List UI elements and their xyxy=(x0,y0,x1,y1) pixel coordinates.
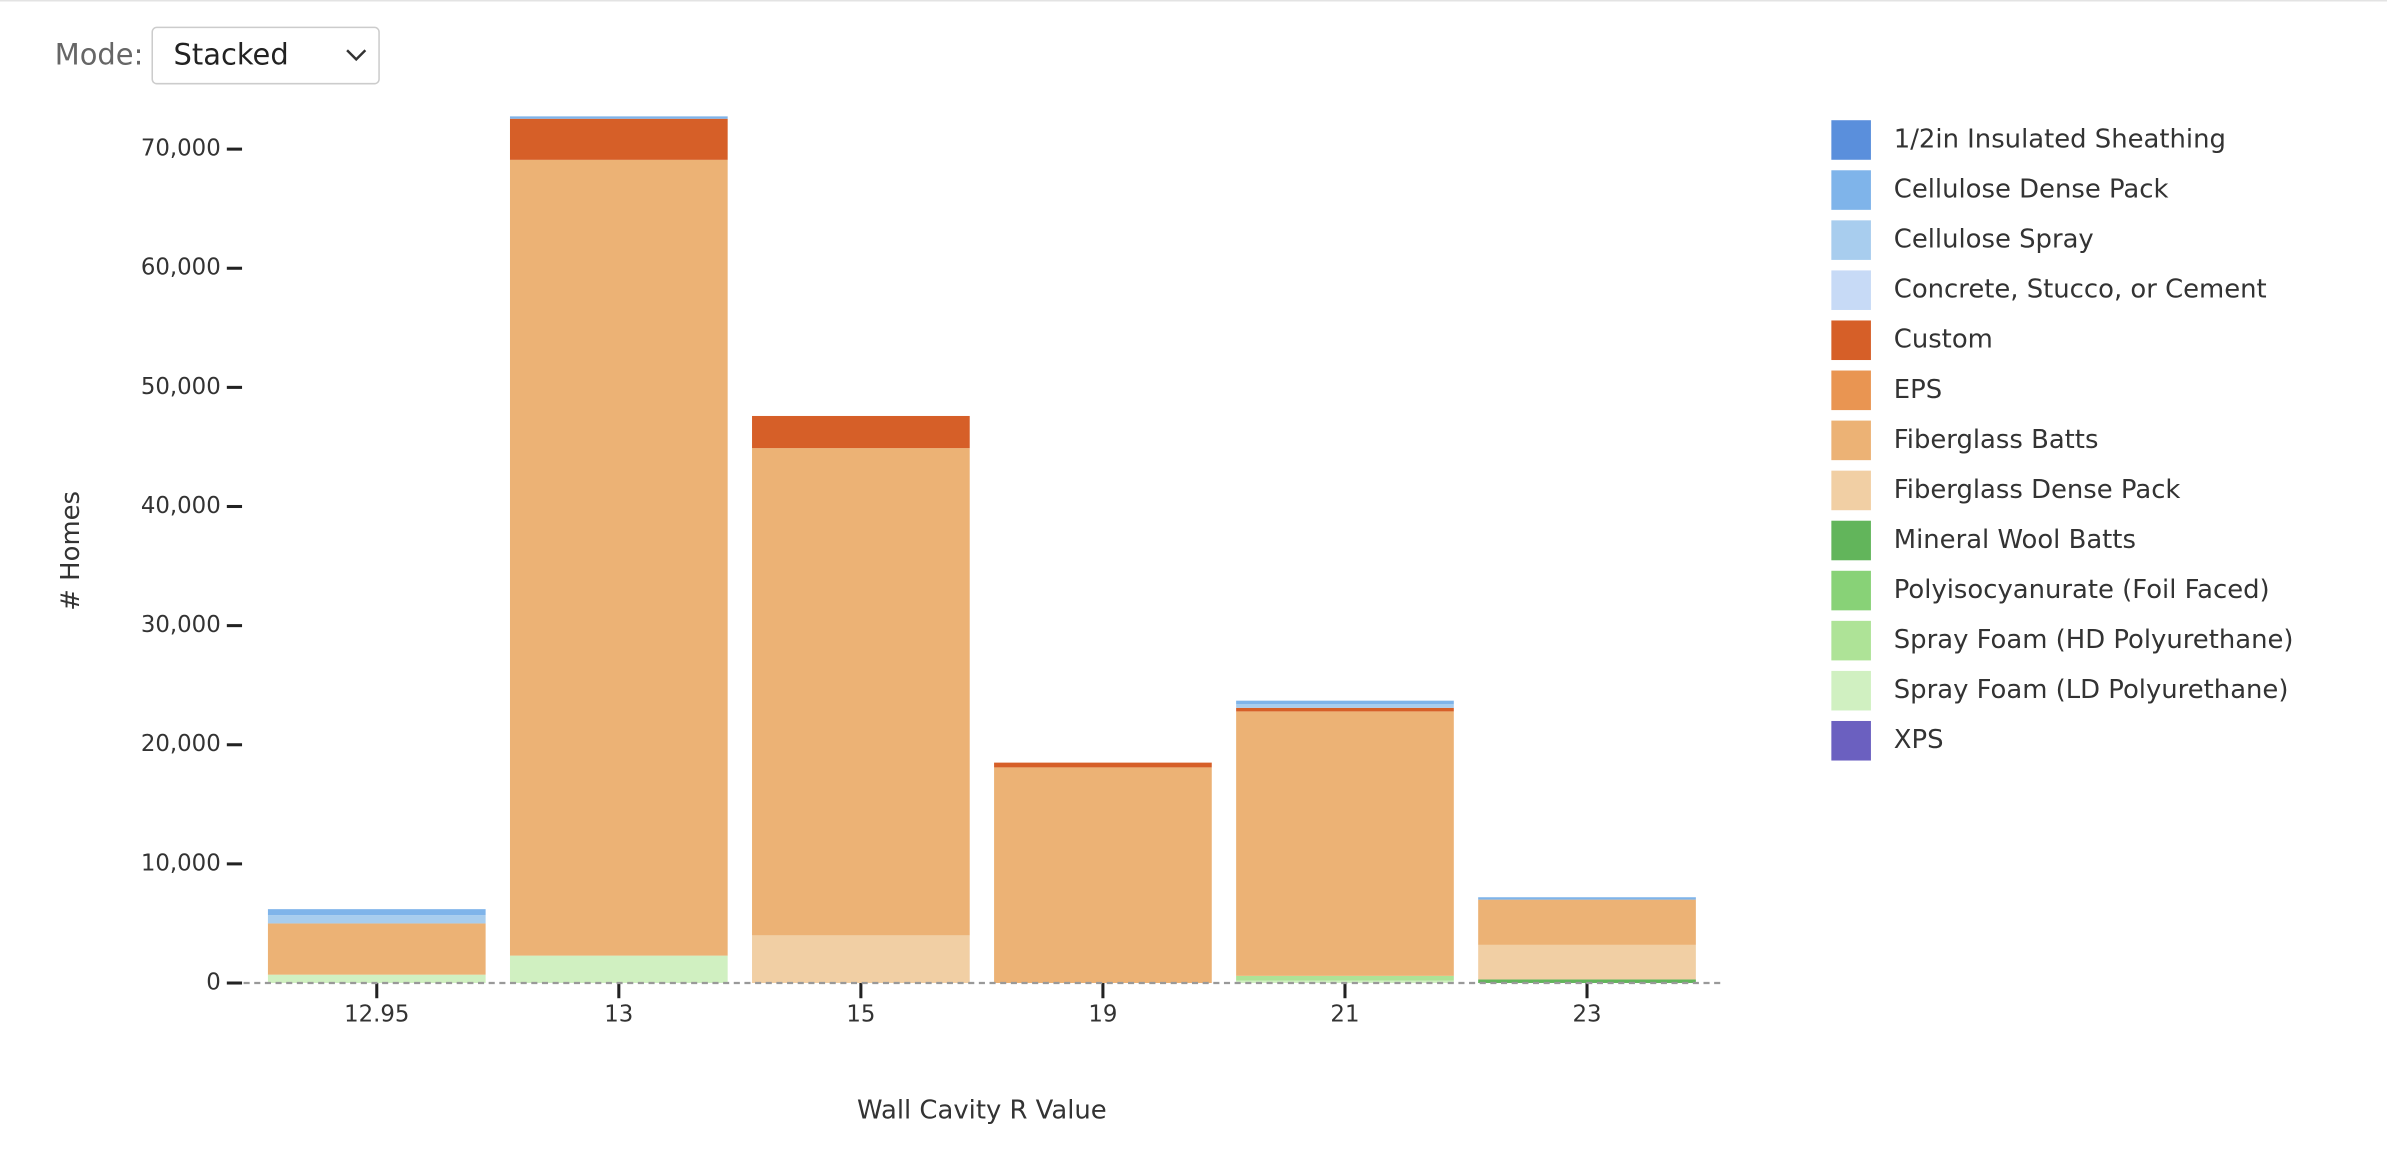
bar-segment xyxy=(994,767,1212,984)
bar-segment xyxy=(994,762,1212,768)
x-tick-label: 23 xyxy=(1572,1001,1601,1027)
legend-label: Spray Foam (HD Polyurethane) xyxy=(1894,625,2294,655)
legend-label: XPS xyxy=(1894,725,1944,755)
legend-swatch xyxy=(1831,420,1871,461)
y-tick-label: 0 xyxy=(206,970,221,996)
legend-swatch xyxy=(1831,170,1871,210)
mode-select[interactable]: Stacked xyxy=(151,26,380,85)
bar-segment xyxy=(267,915,486,924)
legend-swatch xyxy=(1831,270,1871,310)
legend-label: Fiberglass Dense Pack xyxy=(1894,475,2181,505)
x-tick-label: 12.95 xyxy=(344,1001,409,1027)
legend-label: Custom xyxy=(1894,325,1993,355)
legend-swatch xyxy=(1831,670,1871,711)
y-tick-label: 70,000 xyxy=(141,136,221,162)
bar-segment xyxy=(1236,711,1454,976)
x-tick-label: 13 xyxy=(604,1001,633,1027)
bar-segment xyxy=(509,118,728,160)
legend-label: Polyisocyanurate (Foil Faced) xyxy=(1894,575,2270,605)
legend-label: Mineral Wool Batts xyxy=(1894,525,2136,555)
y-axis-title: # Homes xyxy=(56,491,86,611)
y-tick-label: 30,000 xyxy=(141,612,221,638)
legend-swatch xyxy=(1831,220,1871,260)
legend-label: Cellulose Dense Pack xyxy=(1894,175,2169,205)
bar-segment xyxy=(1236,980,1454,984)
y-tick-label: 10,000 xyxy=(141,850,221,876)
mode-label: Mode: xyxy=(55,37,144,71)
bar-segment xyxy=(1236,707,1454,712)
bar-segment xyxy=(509,159,728,956)
legend-label: Concrete, Stucco, or Cement xyxy=(1894,275,2267,305)
bar-segment xyxy=(1478,897,1696,900)
bar-segment xyxy=(1236,975,1454,981)
y-tick-label: 60,000 xyxy=(141,255,221,281)
select-box[interactable] xyxy=(151,26,380,85)
bar-segment xyxy=(1236,704,1454,708)
x-tick-label: 19 xyxy=(1088,1001,1117,1027)
x-axis-title: Wall Cavity R Value xyxy=(857,1095,1107,1125)
legend-swatch xyxy=(1831,620,1871,661)
bar-segment xyxy=(267,974,486,984)
bar-segment xyxy=(509,116,728,119)
bar-segment xyxy=(1478,944,1696,980)
bar-segment xyxy=(752,415,970,449)
legend-label: Fiberglass Batts xyxy=(1894,425,2099,455)
legend-swatch xyxy=(1831,570,1871,611)
bar-segment xyxy=(752,935,970,984)
x-tick-label: 15 xyxy=(846,1001,875,1027)
legend-swatch xyxy=(1831,520,1871,561)
legend-swatch xyxy=(1831,370,1871,411)
legend-swatch xyxy=(1831,320,1871,361)
bar-segment xyxy=(267,923,486,975)
bar-segment xyxy=(267,909,486,916)
legend-label: 1/2in Insulated Sheathing xyxy=(1894,124,2226,154)
y-tick-label: 40,000 xyxy=(141,493,221,519)
bar-segment xyxy=(1478,979,1696,984)
legend-label: EPS xyxy=(1894,375,1942,405)
select-value[interactable]: Stacked xyxy=(174,37,289,71)
legend-swatch xyxy=(1831,720,1871,761)
legend-swatch xyxy=(1831,120,1871,160)
bar-segment xyxy=(1478,899,1696,945)
legend-label: Cellulose Spray xyxy=(1894,225,2094,255)
x-tick-label: 21 xyxy=(1330,1001,1359,1027)
y-tick-label: 50,000 xyxy=(141,374,221,400)
legend-label: Spray Foam (LD Polyurethane) xyxy=(1894,675,2289,705)
bar-segment xyxy=(509,955,728,984)
select-chevron xyxy=(346,49,367,62)
bar-segment xyxy=(752,448,970,936)
y-tick-label: 20,000 xyxy=(141,731,221,757)
bar-segment xyxy=(1236,700,1454,705)
legend-swatch xyxy=(1831,470,1871,511)
